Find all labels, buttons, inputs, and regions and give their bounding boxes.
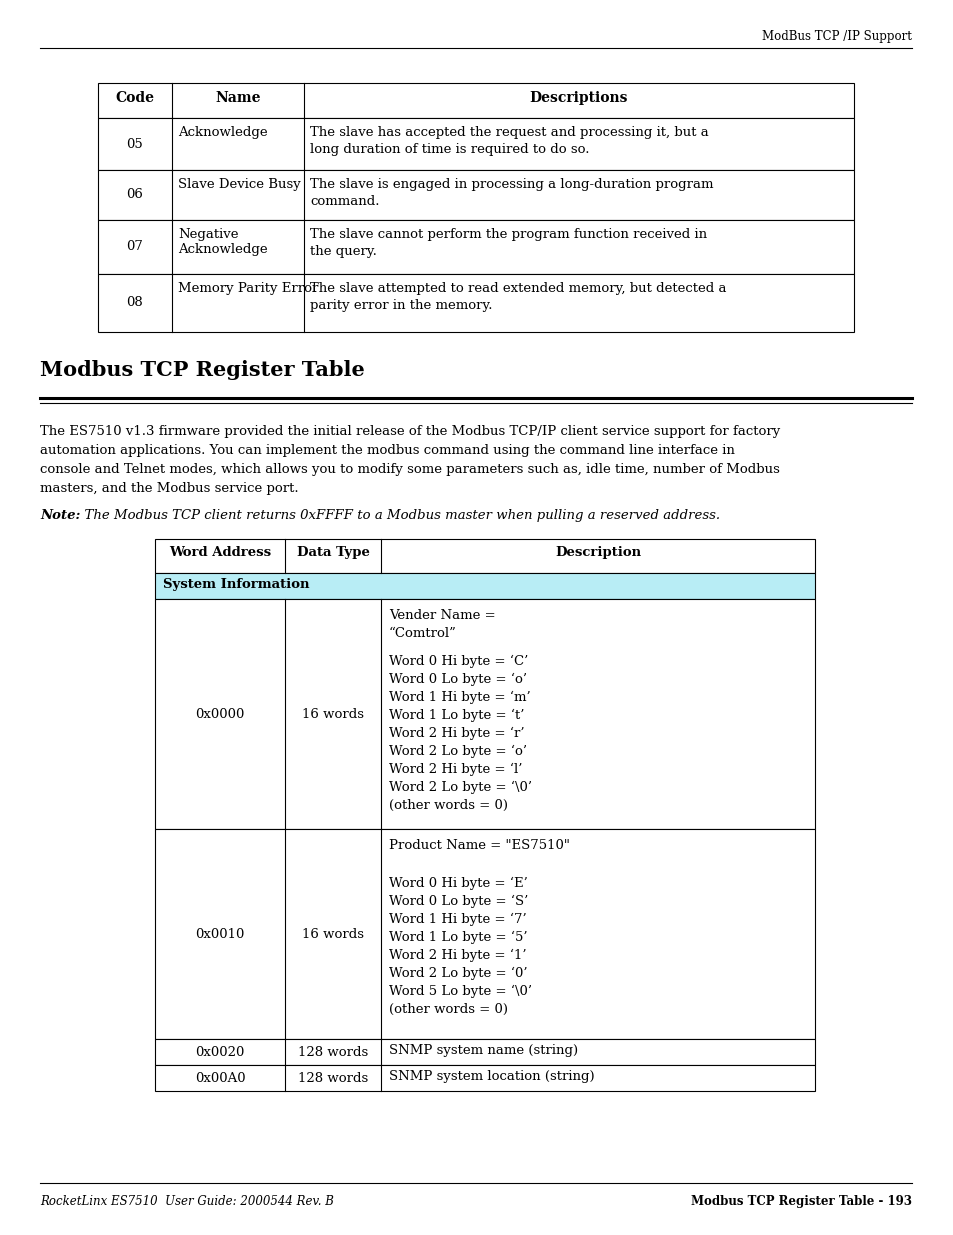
Text: Memory Parity Error: Memory Parity Error — [178, 282, 318, 295]
Text: Vender Name =: Vender Name = — [389, 609, 496, 622]
Text: 07: 07 — [127, 241, 143, 253]
Text: System Information: System Information — [163, 578, 309, 592]
Text: The slave cannot perform the program function received in: The slave cannot perform the program fun… — [310, 228, 706, 241]
Text: (other words = 0): (other words = 0) — [389, 799, 507, 811]
Bar — [98, 274, 853, 332]
Text: 16 words: 16 words — [302, 927, 364, 941]
Text: 0x0000: 0x0000 — [195, 708, 244, 720]
Text: 08: 08 — [127, 296, 143, 310]
Text: 05: 05 — [127, 137, 143, 151]
Text: (other words = 0): (other words = 0) — [389, 1003, 507, 1016]
Text: Word 1 Lo byte = ‘5’: Word 1 Lo byte = ‘5’ — [389, 931, 527, 945]
Text: ModBus TCP /IP Support: ModBus TCP /IP Support — [761, 30, 911, 43]
Text: Product Name = "ES7510": Product Name = "ES7510" — [389, 839, 569, 852]
Text: The slave is engaged in processing a long-duration program: The slave is engaged in processing a lon… — [310, 178, 713, 191]
Text: Data Type: Data Type — [296, 546, 369, 559]
Text: Word 2 Lo byte = ‘\0’: Word 2 Lo byte = ‘\0’ — [389, 781, 532, 794]
Bar — [98, 220, 853, 274]
Text: Name: Name — [215, 91, 260, 105]
Text: Word 0 Lo byte = ‘o’: Word 0 Lo byte = ‘o’ — [389, 673, 527, 687]
Text: Modbus TCP Register Table: Modbus TCP Register Table — [40, 359, 364, 380]
Text: 16 words: 16 words — [302, 708, 364, 720]
Text: Word 0 Hi byte = ‘E’: Word 0 Hi byte = ‘E’ — [389, 877, 527, 890]
Text: Word 1 Hi byte = ‘m’: Word 1 Hi byte = ‘m’ — [389, 692, 530, 704]
Text: Word 2 Lo byte = ‘0’: Word 2 Lo byte = ‘0’ — [389, 967, 527, 981]
Text: 128 words: 128 words — [297, 1046, 368, 1058]
Text: Word 2 Hi byte = ‘r’: Word 2 Hi byte = ‘r’ — [389, 727, 524, 740]
Text: command.: command. — [310, 195, 379, 207]
Text: “Comtrol”: “Comtrol” — [389, 627, 456, 640]
Text: Code: Code — [115, 91, 154, 105]
Text: 0x0020: 0x0020 — [195, 1046, 244, 1058]
Text: Note:: Note: — [40, 509, 80, 522]
Bar — [154, 599, 814, 829]
Text: Descriptions: Descriptions — [529, 91, 628, 105]
Text: The ES7510 v1.3 firmware provided the initial release of the Modbus TCP/IP clien: The ES7510 v1.3 firmware provided the in… — [40, 425, 780, 438]
Bar — [154, 829, 814, 1039]
Bar — [154, 1039, 814, 1065]
Text: the query.: the query. — [310, 245, 376, 258]
Text: parity error in the memory.: parity error in the memory. — [310, 299, 492, 312]
Text: Word 0 Lo byte = ‘S’: Word 0 Lo byte = ‘S’ — [389, 895, 528, 908]
Text: Word 5 Lo byte = ‘\0’: Word 5 Lo byte = ‘\0’ — [389, 986, 532, 998]
Text: SNMP system location (string): SNMP system location (string) — [389, 1070, 594, 1083]
Text: Word Address: Word Address — [169, 546, 271, 559]
Text: SNMP system name (string): SNMP system name (string) — [389, 1044, 578, 1057]
Bar — [154, 1065, 814, 1091]
Text: Slave Device Busy: Slave Device Busy — [178, 178, 300, 191]
Text: Acknowledge: Acknowledge — [178, 126, 268, 140]
Text: Modbus TCP Register Table - 193: Modbus TCP Register Table - 193 — [690, 1195, 911, 1208]
Text: The Modbus TCP client returns 0xFFFF to a Modbus master when pulling a reserved : The Modbus TCP client returns 0xFFFF to … — [76, 509, 720, 522]
Bar — [154, 538, 814, 573]
Bar — [98, 170, 853, 220]
Text: The slave has accepted the request and processing it, but a: The slave has accepted the request and p… — [310, 126, 708, 140]
Text: automation applications. You can implement the modbus command using the command : automation applications. You can impleme… — [40, 445, 734, 457]
Text: masters, and the Modbus service port.: masters, and the Modbus service port. — [40, 482, 298, 495]
Bar — [98, 119, 853, 170]
Text: long duration of time is required to do so.: long duration of time is required to do … — [310, 143, 589, 156]
Text: Word 1 Hi byte = ‘7’: Word 1 Hi byte = ‘7’ — [389, 913, 526, 926]
Text: Word 2 Hi byte = ‘l’: Word 2 Hi byte = ‘l’ — [389, 763, 522, 777]
Text: 128 words: 128 words — [297, 1072, 368, 1084]
Text: Word 2 Lo byte = ‘o’: Word 2 Lo byte = ‘o’ — [389, 745, 527, 758]
Text: Description: Description — [555, 546, 640, 559]
Bar — [98, 83, 853, 119]
Text: console and Telnet modes, which allows you to modify some parameters such as, id: console and Telnet modes, which allows y… — [40, 463, 779, 475]
Text: Word 1 Lo byte = ‘t’: Word 1 Lo byte = ‘t’ — [389, 709, 524, 722]
Bar — [154, 573, 814, 599]
Text: 0x0010: 0x0010 — [195, 927, 244, 941]
Text: Negative
Acknowledge: Negative Acknowledge — [178, 228, 268, 256]
Text: Word 0 Hi byte = ‘C’: Word 0 Hi byte = ‘C’ — [389, 655, 528, 668]
Text: The slave attempted to read extended memory, but detected a: The slave attempted to read extended mem… — [310, 282, 726, 295]
Text: RocketLinx ES7510  User Guide: 2000544 Rev. B: RocketLinx ES7510 User Guide: 2000544 Re… — [40, 1195, 334, 1208]
Text: 0x00A0: 0x00A0 — [194, 1072, 245, 1084]
Text: Word 2 Hi byte = ‘1’: Word 2 Hi byte = ‘1’ — [389, 948, 526, 962]
Text: 06: 06 — [127, 189, 143, 201]
